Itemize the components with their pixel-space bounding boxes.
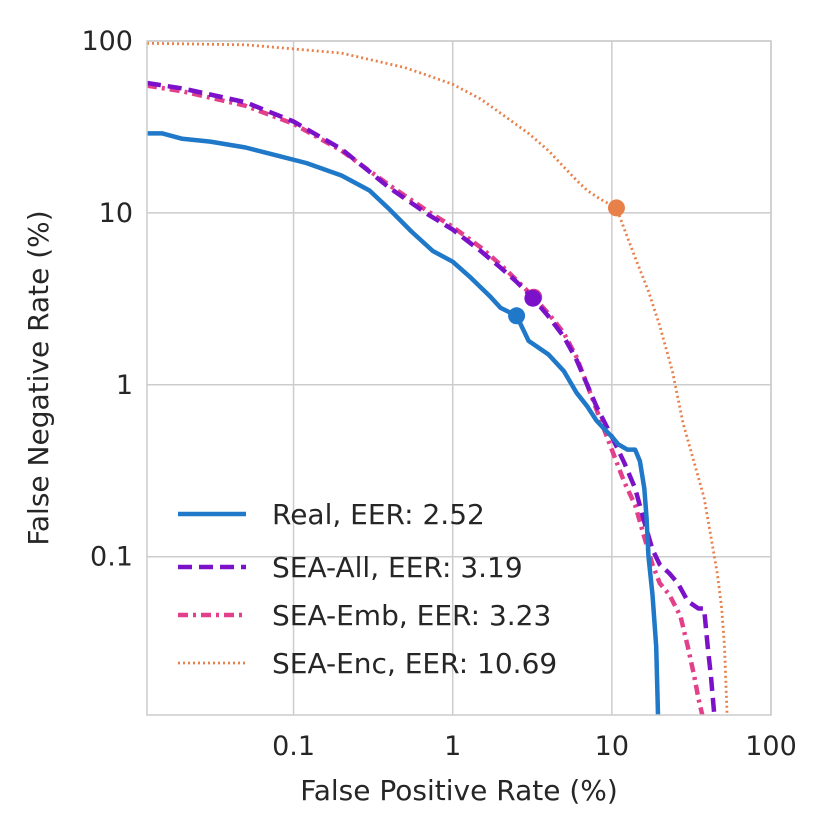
series-layer xyxy=(146,41,729,716)
x-tick-label: 0.1 xyxy=(272,731,315,762)
eer-point-3 xyxy=(607,199,625,217)
eer-point-1 xyxy=(524,289,542,307)
eer-point-0 xyxy=(508,307,526,325)
x-axis-label: False Positive Rate (%) xyxy=(300,774,618,807)
plot-frame xyxy=(146,40,772,716)
y-tick-label: 100 xyxy=(81,26,133,57)
y-tick-label: 10 xyxy=(99,198,133,229)
legend-label-2: SEA-Emb, EER: 3.23 xyxy=(272,599,551,632)
series-line-3 xyxy=(146,41,729,716)
x-tick-label: 10 xyxy=(595,731,629,762)
x-tick-label: 100 xyxy=(745,731,797,762)
series-line-1 xyxy=(146,80,717,716)
legend: Real, EER: 2.52 SEA-All, EER: 3.19 SEA-Emb… xyxy=(178,498,557,680)
legend-label-3: SEA-Enc, EER: 10.69 xyxy=(272,647,557,680)
series-line-2 xyxy=(146,83,705,716)
eer-markers xyxy=(508,199,625,325)
legend-label-0: Real, EER: 2.52 xyxy=(272,498,485,531)
y-tick-label: 1 xyxy=(116,370,133,401)
series-line-0 xyxy=(147,131,661,716)
y-axis-ticks: 0.1 1 10 100 xyxy=(81,26,133,573)
legend-label-1: SEA-All, EER: 3.19 xyxy=(272,551,523,584)
y-axis-label: False Negative Rate (%) xyxy=(22,210,55,545)
y-tick-label: 0.1 xyxy=(90,542,133,573)
x-tick-label: 1 xyxy=(444,731,461,762)
x-axis-ticks: 0.1 1 10 100 xyxy=(272,731,797,762)
